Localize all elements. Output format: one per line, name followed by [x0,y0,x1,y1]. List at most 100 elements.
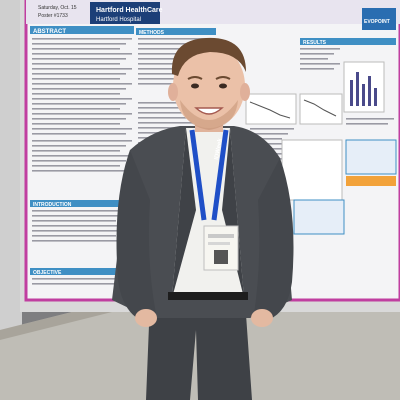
poster-text-line [32,93,120,95]
poster-text-line [32,113,132,115]
poster-text-line [32,160,126,162]
poster-chart-1 [245,93,297,125]
poster-text-line [300,58,328,60]
left-arm [116,150,156,320]
poster-text-line [346,118,394,120]
poster-highlight-bar [346,176,396,186]
poster-text-line [138,38,210,40]
sponsor-logo-text: EVOPOINT [364,19,390,25]
poster-text-line [32,123,120,125]
poster-text-line [32,170,132,172]
poster-text-line [250,133,288,135]
poster-text-line [138,112,198,114]
poster-text-line [32,58,126,60]
poster-text-line [138,127,198,129]
poster-text-line [32,155,132,157]
poster-text-line [138,117,210,119]
poster-text-line [138,107,204,109]
trousers [146,300,252,400]
poster-text-line [32,78,120,80]
poster-text-line [32,165,120,167]
poster-text-line [346,123,388,125]
poster-text-line [32,140,132,142]
poster-text-line [138,78,198,80]
poster-table-2 [345,139,397,175]
poster-text-line [32,220,116,222]
badge-qr-code [214,250,228,264]
section-heading-introduction: INTRODUCTION [33,202,72,208]
poster-text-line [32,73,126,75]
poster-text-line [32,225,128,227]
poster-text-line [32,210,128,212]
poster-text-line [32,240,128,242]
poster-table [293,199,345,235]
lanyard-text: IDWeek [214,137,224,160]
hair [171,37,246,76]
poster-text-line [138,102,210,104]
poster-text-line [250,143,294,145]
poster-text-line [32,235,116,237]
poster-text-line [300,63,340,65]
poster-text-line [32,283,122,285]
poster-text-line [250,138,282,140]
belt [168,292,248,300]
poster-text-line [138,53,210,55]
smile [194,107,224,115]
poster-text-line [32,98,132,100]
poster-text-line [32,133,126,135]
poster-text-line [32,230,122,232]
poster-text-line [32,83,132,85]
poster-text-line [32,150,120,152]
poster-text-line [32,118,126,120]
poster-text-line [138,122,204,124]
poster-text-line [138,63,198,65]
section-heading-objective: OBJECTIVE [33,270,62,276]
event-name-1: Hartford HealthCare [96,7,163,14]
right-arm [254,158,294,320]
left-lapel [172,128,196,298]
poster-text-line [32,278,128,280]
poster-text-line [32,103,126,105]
poster-text-line [138,43,204,45]
poster-text-line [300,53,334,55]
section-heading-abstract: ABSTRACT [33,29,66,35]
poster-body-text [32,38,394,285]
poster-text-line [32,145,126,147]
section-heading-methods: METHODS [139,30,165,36]
poster-text-line [32,215,122,217]
event-logo [90,2,160,24]
poster-text-line [32,108,120,110]
section-heading-results: RESULTS [303,40,327,46]
session-line-1: Saturday, Oct. 15 [38,5,77,11]
poster-text-line [32,38,132,40]
poster-text-line [32,53,132,55]
poster-text-line [250,128,294,130]
poster-text-line [32,43,126,45]
sponsor-logo [362,8,396,30]
right-hand [251,309,273,327]
poster-text-line [32,48,120,50]
poster-text-line [300,48,340,50]
left-hand [135,309,157,327]
poster-text-line [138,73,204,75]
right-eye [219,83,227,89]
poster-text-line [32,63,120,65]
poster-chart-2 [299,93,343,125]
poster-text-line [138,48,198,50]
person: IDWeek [112,37,294,400]
right-ear [240,83,250,101]
lanyard-right [211,129,229,221]
left-ear [168,83,178,101]
poster-text-line [32,68,132,70]
left-eye [191,83,199,89]
lanyard-left [189,129,207,221]
poster-text-line [32,128,132,130]
poster-chart-4 [281,139,343,201]
left-pillar [0,0,22,400]
event-name-2: Hartford Hospital [96,17,141,23]
session-line-2: Poster #1733 [38,13,68,19]
stubble [180,100,238,130]
poster-text-line [32,88,126,90]
